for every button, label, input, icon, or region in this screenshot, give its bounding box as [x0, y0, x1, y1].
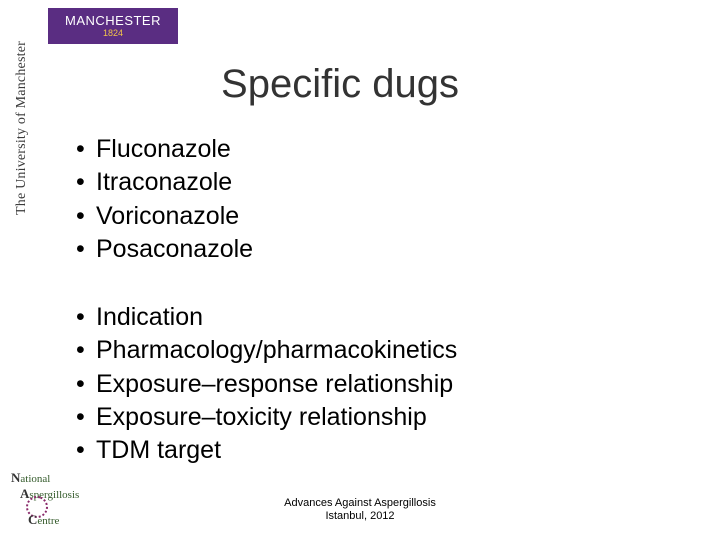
list-item-label: Posaconazole [96, 234, 253, 265]
list-item-label: Itraconazole [96, 167, 232, 198]
list-item-label: Voriconazole [96, 201, 239, 232]
slide: MANCHESTER 1824 The University of Manche… [0, 0, 720, 540]
bullet-icon: • [76, 134, 96, 165]
list-item-label: TDM target [96, 435, 221, 466]
footer-line-1: Advances Against Aspergillosis [0, 497, 720, 511]
university-side-label: The University of Manchester [6, 8, 38, 248]
list-item-label: Exposure–response relationship [96, 369, 453, 400]
footer: Advances Against Aspergillosis Istanbul,… [0, 497, 720, 525]
bullet-icon: • [76, 167, 96, 198]
nac-word-3: Centre [28, 512, 59, 528]
nac-word-1: National [11, 470, 50, 486]
list-item-label: Exposure–toxicity relationship [96, 402, 427, 433]
bullet-icon: • [76, 201, 96, 232]
list-item: •Exposure–response relationship [76, 369, 457, 400]
list-item-label: Pharmacology/pharmacokinetics [96, 335, 457, 366]
bullet-icon: • [76, 302, 96, 333]
university-logo: MANCHESTER 1824 [48, 8, 178, 44]
list-item: •Indication [76, 302, 457, 333]
list-item: •Exposure–toxicity relationship [76, 402, 457, 433]
topic-list: •Indication •Pharmacology/pharmacokineti… [76, 302, 457, 468]
nac-logo: National Aspergillosis Centre [6, 470, 76, 528]
list-item: •Fluconazole [76, 134, 253, 165]
list-item: •TDM target [76, 435, 457, 466]
list-item: •Itraconazole [76, 167, 253, 198]
bullet-icon: • [76, 402, 96, 433]
list-item-label: Indication [96, 302, 203, 333]
slide-title: Specific dugs [0, 62, 680, 107]
footer-line-2: Istanbul, 2012 [0, 510, 720, 524]
university-year: 1824 [103, 29, 123, 38]
list-item: •Pharmacology/pharmacokinetics [76, 335, 457, 366]
list-item-label: Fluconazole [96, 134, 231, 165]
list-item: •Voriconazole [76, 201, 253, 232]
bullet-icon: • [76, 435, 96, 466]
bullet-icon: • [76, 369, 96, 400]
bullet-icon: • [76, 234, 96, 265]
list-item: •Posaconazole [76, 234, 253, 265]
drug-list: •Fluconazole •Itraconazole •Voriconazole… [76, 134, 253, 267]
university-name: MANCHESTER [65, 14, 161, 28]
bullet-icon: • [76, 335, 96, 366]
